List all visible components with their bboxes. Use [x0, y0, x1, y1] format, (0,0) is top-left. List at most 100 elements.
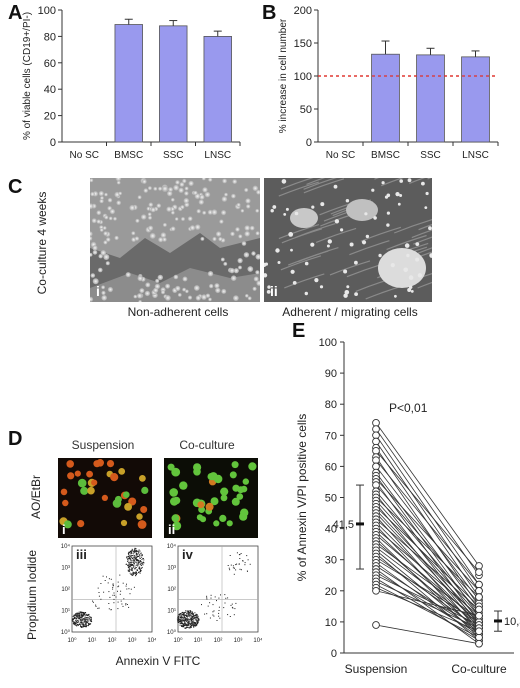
- cell-dot: [105, 261, 110, 266]
- flow-event: [187, 621, 189, 623]
- flow-event: [126, 556, 128, 558]
- y-tick-label: 100: [38, 5, 56, 17]
- flow-event: [114, 594, 116, 596]
- flow-event: [191, 616, 193, 618]
- flow-event: [76, 621, 78, 623]
- flow-event: [117, 590, 118, 592]
- flow-event: [89, 619, 91, 621]
- flow-event: [178, 616, 180, 618]
- cell-dot: [189, 225, 196, 231]
- flow-event: [77, 620, 79, 622]
- cell-dot: [255, 270, 260, 275]
- cell-dot: [403, 267, 408, 273]
- flow-event: [190, 626, 192, 628]
- flow-event: [79, 623, 81, 625]
- flow-event: [190, 620, 192, 622]
- flow-event: [187, 620, 189, 622]
- pair-line: [375, 553, 480, 641]
- flow-event: [88, 623, 90, 625]
- flow-event: [220, 594, 221, 596]
- flow-event: [128, 566, 130, 568]
- flow-event: [130, 556, 132, 558]
- flow-event: [133, 564, 135, 566]
- cell-dot: [236, 493, 244, 500]
- flow-event: [137, 560, 139, 561]
- flow-event: [106, 576, 107, 578]
- flow-event: [134, 547, 136, 549]
- cell-dot: [245, 198, 251, 204]
- cell-dot: [202, 210, 207, 215]
- cell-dot: [241, 241, 247, 246]
- cell-streak: [360, 226, 402, 242]
- flow-event: [130, 569, 132, 571]
- cell-dot: [238, 265, 242, 270]
- x-tick-label: 10²: [214, 638, 223, 644]
- flow-event: [238, 554, 240, 556]
- flow-event: [186, 615, 188, 617]
- flow-event: [194, 624, 196, 626]
- flow-event: [140, 570, 142, 571]
- flow-event: [136, 550, 138, 552]
- cell-dot: [255, 231, 260, 236]
- cell-dot: [179, 182, 185, 187]
- flow-event: [132, 566, 134, 568]
- flow-event: [82, 619, 84, 621]
- flow-event: [140, 570, 142, 572]
- flow-event: [190, 623, 192, 625]
- flow-event: [112, 583, 114, 585]
- flow-event: [76, 612, 78, 614]
- flow-event: [82, 618, 84, 619]
- cell-dot: [215, 231, 222, 237]
- flow-event: [197, 615, 199, 617]
- panel-letter-b: B: [262, 2, 277, 24]
- cell-dot: [102, 226, 107, 230]
- flow-event: [192, 617, 194, 619]
- flow-event: [177, 619, 179, 621]
- flow-event: [75, 619, 77, 621]
- flow-event: [240, 569, 242, 571]
- cell-dot: [154, 283, 161, 290]
- flow-event: [185, 624, 186, 626]
- flow-event: [134, 557, 136, 558]
- flow-event: [186, 613, 188, 615]
- cell-dot: [198, 199, 204, 205]
- flow-event: [90, 620, 92, 622]
- flow-event: [100, 598, 102, 600]
- cell-dot: [333, 184, 338, 189]
- cell-streak: [295, 223, 336, 239]
- flow-event: [233, 573, 235, 575]
- flow-event: [128, 567, 130, 569]
- flow-event: [135, 575, 137, 577]
- flow-event: [142, 558, 144, 560]
- cell-dot: [150, 207, 156, 213]
- flow-event: [244, 564, 246, 566]
- x-tick-label: 10⁴: [253, 637, 262, 644]
- flow-event: [88, 616, 90, 618]
- cell-dot: [138, 300, 142, 302]
- flow-event: [74, 623, 76, 625]
- flow-event: [191, 626, 192, 628]
- micrograph-adherent: ii: [264, 178, 432, 302]
- flow-event: [128, 554, 130, 556]
- flow-event: [186, 615, 188, 617]
- flow-event: [184, 621, 186, 622]
- flow-event: [191, 620, 193, 622]
- panel-d-fluor-label-wrap: AO/EtBr: [26, 460, 46, 538]
- flow-event: [77, 618, 79, 620]
- flow-event: [83, 621, 85, 623]
- flow-event: [92, 601, 94, 603]
- flow-event: [179, 619, 181, 621]
- flow-event: [72, 618, 74, 619]
- cell-dot: [407, 178, 412, 183]
- bar: [159, 25, 188, 143]
- cell-dot: [272, 205, 277, 209]
- flow-event: [136, 556, 138, 558]
- flow-event: [89, 618, 91, 620]
- cell-dot: [314, 278, 319, 283]
- flow-event: [247, 559, 249, 561]
- flow-event: [187, 615, 189, 617]
- flow-event: [189, 622, 191, 624]
- flow-event: [80, 625, 81, 627]
- flow-event: [129, 558, 131, 559]
- flow-event: [135, 554, 137, 556]
